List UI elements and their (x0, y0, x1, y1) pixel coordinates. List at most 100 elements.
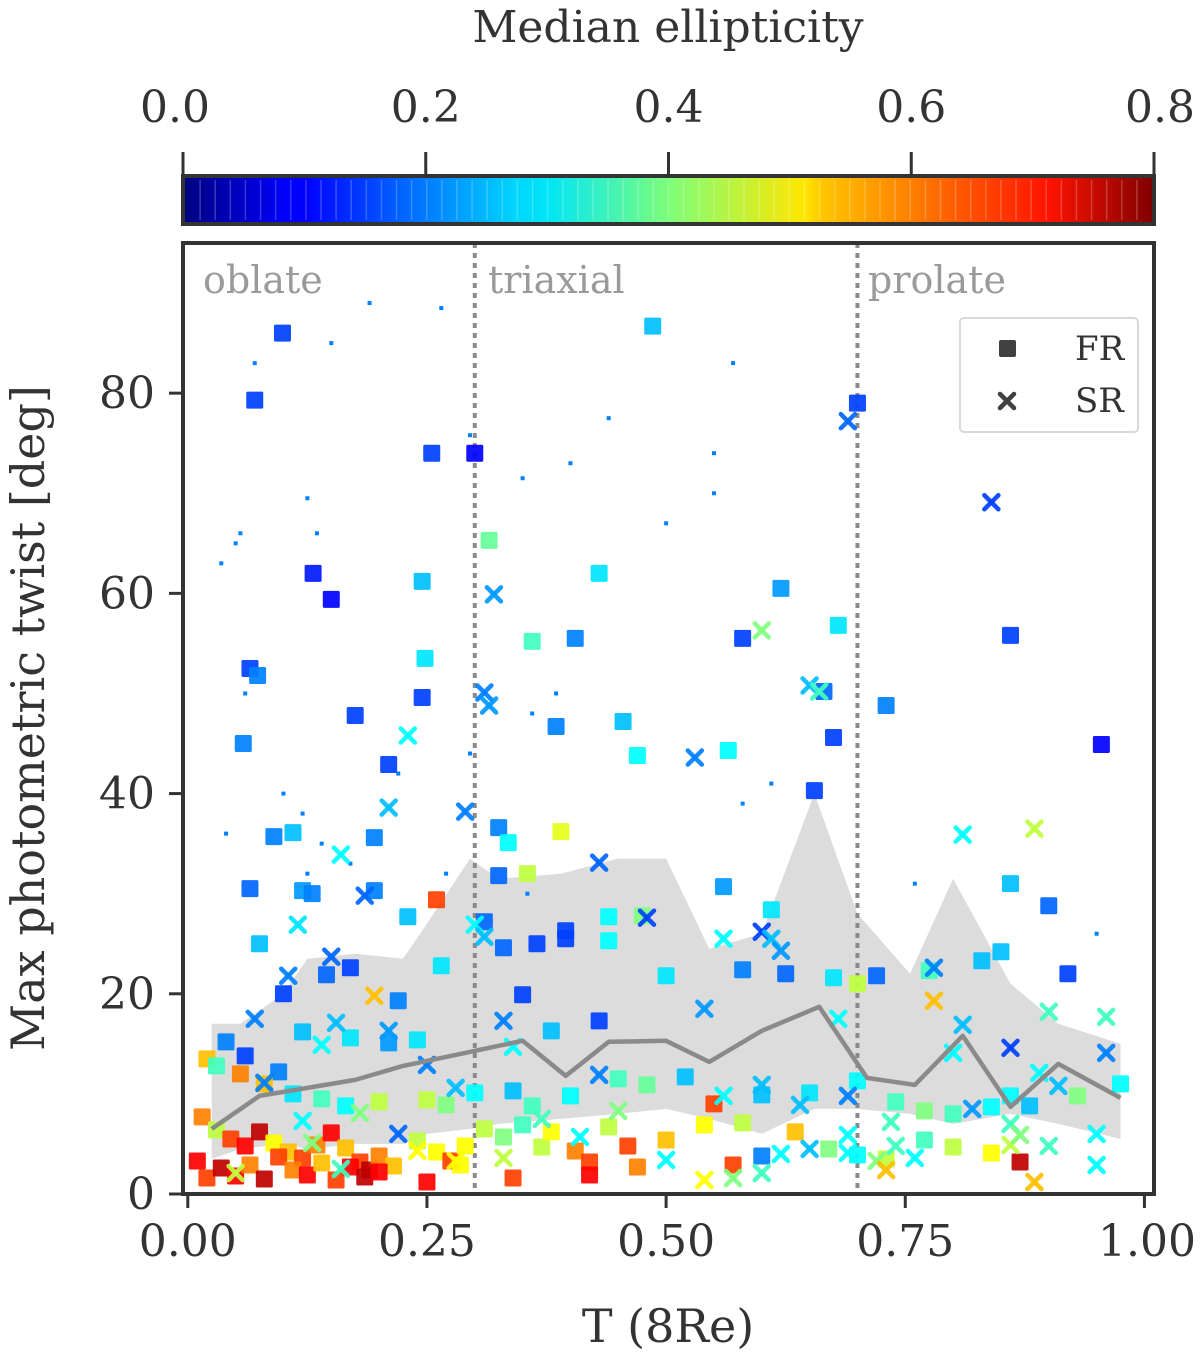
sr-point (752, 621, 772, 640)
sr-point (494, 1011, 513, 1031)
sr-point (312, 1035, 331, 1055)
fr-point (1002, 875, 1020, 893)
sr-point (1039, 1136, 1059, 1156)
fr-point (234, 735, 252, 753)
fr-point (523, 632, 541, 650)
fr-point (557, 930, 575, 948)
sr-point (245, 1009, 264, 1029)
fr-point (236, 1137, 254, 1155)
sr-point (790, 1095, 810, 1115)
fr-point (724, 1156, 742, 1174)
colorbar (181, 174, 1156, 226)
small-point (525, 891, 530, 896)
sr-point (1087, 1124, 1106, 1144)
small-point (305, 871, 310, 876)
small-point (396, 771, 401, 776)
fr-point (494, 939, 512, 957)
sr-point (293, 1111, 312, 1131)
small-point (444, 871, 449, 876)
fr-point (944, 1105, 962, 1123)
fr-point (547, 718, 565, 736)
fr-point (408, 1031, 426, 1049)
fr-point (251, 935, 269, 953)
fr-point (370, 1093, 388, 1111)
sr-point (570, 1127, 590, 1147)
small-point (554, 691, 559, 696)
fr-point (399, 908, 417, 926)
small-point (731, 361, 736, 366)
plot-frame (181, 241, 1156, 1196)
fr-point (384, 1157, 402, 1175)
fr-point (504, 1169, 522, 1187)
fr-point (193, 1108, 211, 1126)
sr-point (752, 1075, 772, 1095)
fr-point (198, 1169, 216, 1187)
fr-point (734, 629, 752, 647)
sr-point (829, 1009, 848, 1029)
fr-point (356, 1168, 374, 1186)
sr-point (532, 1109, 551, 1129)
fr-point (270, 1148, 288, 1166)
fr-point (432, 957, 450, 975)
legend: FR SR (959, 317, 1139, 433)
colorbar-tick-label: 0.8 (1125, 82, 1195, 133)
x-tick-label: 0.50 (617, 1216, 715, 1267)
fr-point (475, 1120, 493, 1138)
fr-point (304, 564, 322, 582)
sr-point (226, 1163, 245, 1183)
sr-point (379, 798, 398, 817)
small-point (711, 451, 716, 456)
fr-point (619, 1137, 637, 1155)
fr-point (762, 901, 780, 919)
sr-point (962, 1099, 982, 1119)
legend-sr-marker (997, 391, 1017, 411)
colorbar-label: Median ellipticity (472, 2, 863, 53)
sr-point (278, 966, 298, 986)
small-point (300, 811, 305, 816)
fr-point (322, 590, 340, 608)
sr-point (408, 1141, 427, 1161)
small-point (1094, 931, 1099, 936)
fr-point (829, 616, 847, 634)
sr-point (350, 1103, 370, 1123)
small-point (568, 461, 573, 466)
fr-point (322, 1124, 340, 1142)
sr-point (695, 1170, 714, 1190)
fr-point (915, 1102, 933, 1120)
colorbar-ticks: 0.0 0.2 0.4 0.6 0.8 (140, 82, 1195, 176)
fr-point (734, 961, 752, 979)
fr-point (298, 1166, 316, 1184)
sr-point (637, 908, 657, 927)
fr-point (265, 1134, 283, 1152)
fr-point (973, 952, 991, 970)
fr-point (251, 1123, 269, 1141)
fr-point (1011, 1153, 1029, 1171)
fr-point (552, 823, 570, 841)
fr-point (207, 1057, 225, 1075)
sr-point (723, 1168, 743, 1188)
small-point (740, 801, 745, 806)
fr-point (317, 966, 335, 984)
sr-point (589, 853, 609, 872)
sr-point (1096, 1007, 1116, 1027)
fr-point (1112, 1075, 1130, 1093)
fr-point (528, 935, 546, 953)
sr-point (771, 1144, 791, 1164)
small-point (367, 301, 372, 306)
fr-point (868, 967, 886, 985)
fr-point (753, 1147, 771, 1165)
fr-point (805, 782, 823, 800)
fr-point (600, 1118, 618, 1136)
y-axis-ticks: 0 20 40 60 80 (99, 368, 183, 1220)
fr-point (982, 1098, 1000, 1116)
sr-point (924, 958, 944, 978)
colorbar-tick-label: 0.6 (876, 82, 946, 133)
y-tick-label: 20 (99, 969, 155, 1020)
sr-point (982, 493, 1001, 512)
small-point (243, 691, 248, 696)
fr-point (337, 1139, 355, 1157)
sr-point (494, 1148, 513, 1168)
sr-point (609, 1101, 628, 1121)
fr-point (1068, 1087, 1086, 1105)
